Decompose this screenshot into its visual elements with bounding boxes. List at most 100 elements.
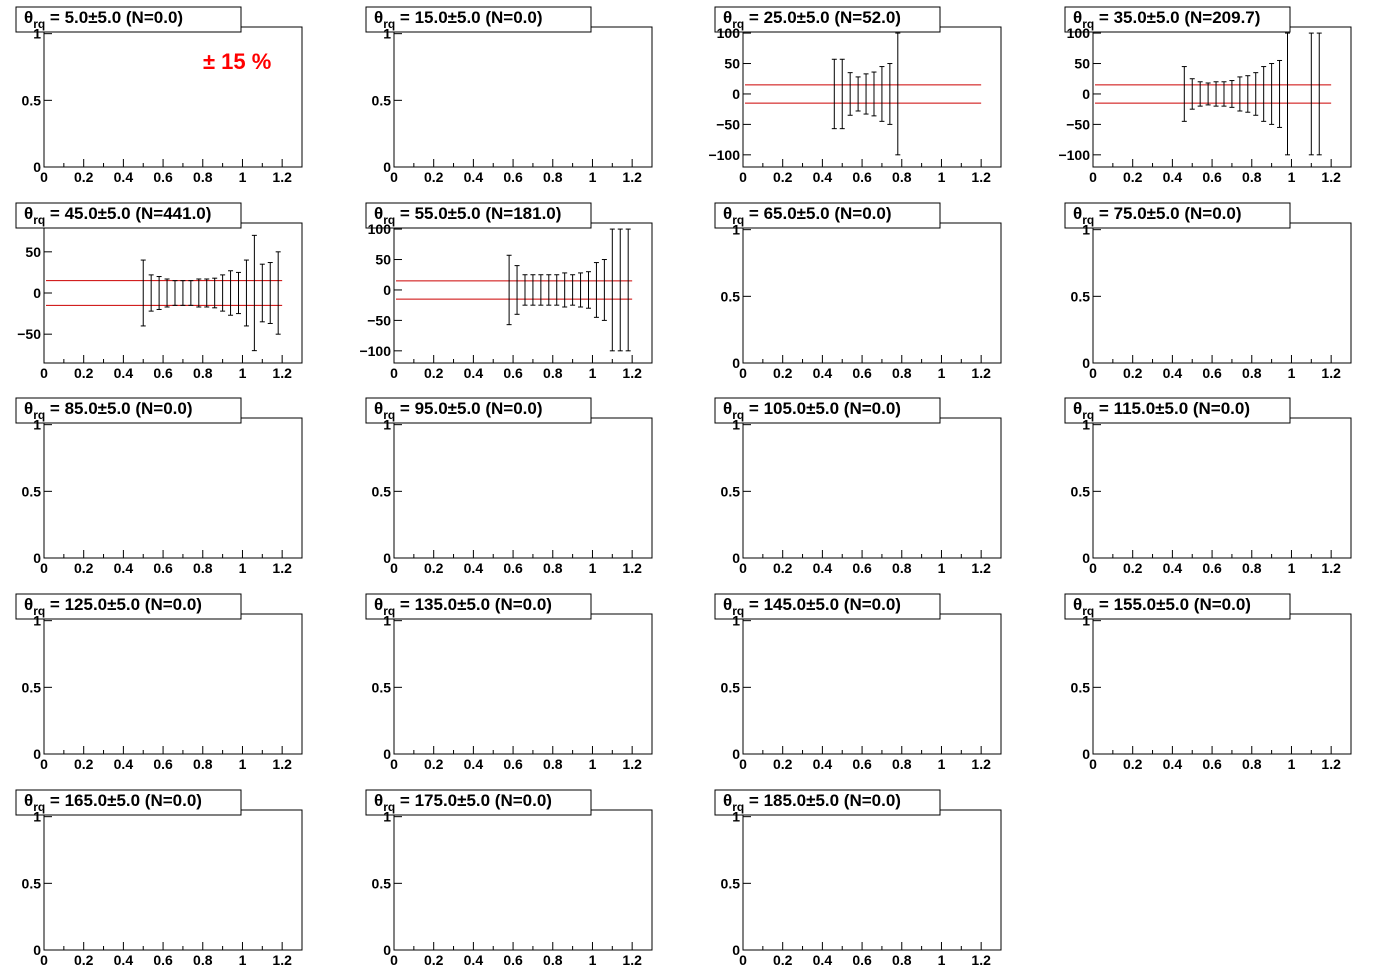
x-tick-label: 0.6 bbox=[153, 365, 173, 381]
panel-title: θrq = 175.0±5.0 (N=0.0) bbox=[374, 791, 552, 814]
panel-title: θrq = 45.0±5.0 (N=441.0) bbox=[24, 204, 211, 227]
y-tick-label: 0 bbox=[383, 159, 391, 175]
y-tick-label: 0 bbox=[383, 746, 391, 762]
y-tick-label: 1 bbox=[383, 613, 391, 629]
title-box bbox=[714, 202, 941, 229]
panel-title: θrq = 105.0±5.0 (N=0.0) bbox=[723, 399, 901, 422]
title-box bbox=[365, 593, 592, 620]
title-box bbox=[1064, 202, 1291, 229]
panel-title: θrq = 55.0±5.0 (N=181.0) bbox=[374, 204, 561, 227]
x-tick-label: 1 bbox=[938, 365, 946, 381]
y-tick-label: 50 bbox=[25, 244, 41, 260]
y-tick-label: 1 bbox=[1082, 417, 1090, 433]
x-tick-label: 1 bbox=[938, 169, 946, 185]
x-tick-label: 0.4 bbox=[114, 169, 134, 185]
x-tick-label: 1.2 bbox=[971, 952, 991, 968]
panel-title: θrq = 25.0±5.0 (N=52.0) bbox=[723, 8, 901, 31]
error-bar bbox=[617, 228, 623, 352]
panel-7: θrq = 75.0±5.0 (N=0.0) 0 0.2 0.4 0.6 0.8 1 1.2 0… bbox=[1064, 202, 1352, 381]
error-bar bbox=[1284, 32, 1290, 156]
plot-frame bbox=[742, 809, 1002, 951]
error-bar bbox=[831, 58, 837, 130]
error-bar bbox=[235, 271, 241, 315]
error-bar bbox=[164, 278, 170, 308]
y-tick-label: 0 bbox=[383, 550, 391, 566]
plot-frame bbox=[393, 417, 653, 559]
y-tick-label: −50 bbox=[367, 312, 391, 328]
x-tick-label: 0.2 bbox=[1123, 756, 1143, 772]
x-tick-label: 0 bbox=[739, 365, 747, 381]
y-tick-label: 0.5 bbox=[22, 875, 42, 891]
panel-title: θrq = 135.0±5.0 (N=0.0) bbox=[374, 595, 552, 618]
error-bar bbox=[1308, 32, 1314, 156]
panel-title: θrq = 5.0±5.0 (N=0.0) bbox=[24, 8, 183, 31]
y-tick-label: 1 bbox=[33, 613, 41, 629]
x-tick-label: 1.2 bbox=[1321, 365, 1341, 381]
x-tick-label: 0.2 bbox=[74, 952, 94, 968]
x-tick-label: 0.4 bbox=[1163, 169, 1183, 185]
y-tick-label: 100 bbox=[1067, 25, 1091, 41]
panel-title: θrq = 145.0±5.0 (N=0.0) bbox=[723, 595, 901, 618]
plot-frame bbox=[393, 809, 653, 951]
error-bar bbox=[1245, 75, 1251, 113]
plot-frame bbox=[1092, 417, 1352, 559]
error-bar bbox=[1261, 66, 1267, 122]
x-tick-label: 0.6 bbox=[852, 560, 872, 576]
error-bar bbox=[578, 272, 584, 308]
error-bar bbox=[275, 251, 281, 335]
panel-title: θrq = 185.0±5.0 (N=0.0) bbox=[723, 791, 901, 814]
x-tick-label: 0 bbox=[390, 560, 398, 576]
x-tick-label: 0.4 bbox=[464, 560, 484, 576]
y-tick-label: 1 bbox=[1082, 222, 1090, 238]
title-box bbox=[714, 397, 941, 424]
x-tick-label: 0.8 bbox=[892, 560, 912, 576]
panel-10: θrq = 105.0±5.0 (N=0.0) 0 0.2 0.4 0.6 0.8 1 1.2… bbox=[714, 397, 1002, 576]
error-bar bbox=[1316, 32, 1322, 156]
band-annotation: ± 15 % bbox=[203, 49, 271, 74]
title-box bbox=[365, 202, 592, 229]
x-tick-label: 1 bbox=[239, 560, 247, 576]
x-tick-label: 0 bbox=[739, 169, 747, 185]
error-bar bbox=[839, 58, 845, 130]
y-tick-label: 0.5 bbox=[721, 288, 741, 304]
error-bar bbox=[522, 274, 528, 306]
y-tick-label: 0.5 bbox=[1071, 679, 1091, 695]
y-tick-label: 1 bbox=[33, 809, 41, 825]
panel-1: θrq = 15.0±5.0 (N=0.0) 0 0.2 0.4 0.6 0.8 1 1.2 0… bbox=[365, 6, 653, 185]
x-tick-label: 0.4 bbox=[813, 756, 833, 772]
x-tick-label: 0.4 bbox=[464, 365, 484, 381]
error-bar bbox=[180, 280, 186, 306]
title-box bbox=[15, 789, 242, 816]
x-tick-label: 1.2 bbox=[272, 169, 292, 185]
error-bar bbox=[601, 259, 607, 321]
y-tick-label: 0 bbox=[33, 159, 41, 175]
y-tick-label: 1 bbox=[732, 809, 740, 825]
title-box bbox=[714, 789, 941, 816]
x-tick-label: 1.2 bbox=[272, 560, 292, 576]
x-tick-label: 0 bbox=[739, 952, 747, 968]
error-bar bbox=[570, 274, 576, 306]
error-bar bbox=[1189, 78, 1195, 110]
x-tick-label: 0.2 bbox=[74, 169, 94, 185]
panel-14: θrq = 145.0±5.0 (N=0.0) 0 0.2 0.4 0.6 0.8 1 1.2… bbox=[714, 593, 1002, 772]
panel-15: θrq = 155.0±5.0 (N=0.0) 0 0.2 0.4 0.6 0.8 1 1.2… bbox=[1064, 593, 1352, 772]
error-bar bbox=[148, 274, 154, 312]
panel-title: θrq = 115.0±5.0 (N=0.0) bbox=[1073, 399, 1250, 422]
y-tick-label: 0.5 bbox=[372, 875, 392, 891]
x-tick-label: 1 bbox=[239, 365, 247, 381]
x-tick-label: 0.4 bbox=[114, 560, 134, 576]
plot-frame bbox=[742, 417, 1002, 559]
panel-3: θrq = 35.0±5.0 (N=209.7) 0 0.2 0.4 0.6 0.8 1 1.… bbox=[1058, 6, 1352, 185]
plot-frame bbox=[1092, 222, 1352, 364]
x-tick-label: 0.4 bbox=[813, 952, 833, 968]
x-tick-label: 0.6 bbox=[852, 169, 872, 185]
error-bar bbox=[196, 278, 202, 308]
panel-13: θrq = 135.0±5.0 (N=0.0) 0 0.2 0.4 0.6 0.8 1 1.2… bbox=[365, 593, 653, 772]
panel-title: θrq = 65.0±5.0 (N=0.0) bbox=[723, 204, 892, 227]
title-box bbox=[15, 202, 242, 229]
x-tick-label: 1.2 bbox=[971, 756, 991, 772]
plot-frame bbox=[393, 26, 653, 168]
x-tick-label: 0.2 bbox=[773, 756, 793, 772]
panel-title: θrq = 125.0±5.0 (N=0.0) bbox=[24, 595, 202, 618]
x-tick-label: 0 bbox=[739, 560, 747, 576]
